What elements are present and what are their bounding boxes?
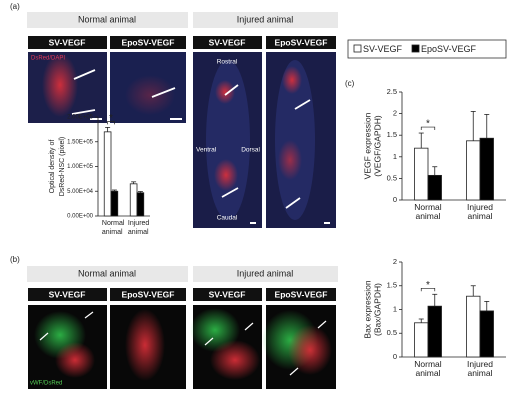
orientation: Rostral <box>217 59 238 66</box>
header-text: Normal animal <box>78 268 136 278</box>
annotation: * <box>109 113 113 124</box>
y-tick-label: 0.5 <box>387 328 397 337</box>
y-tick-label: 0.00E+00 <box>67 214 94 220</box>
bar <box>427 305 442 358</box>
y-tick-label: 0 <box>393 352 397 361</box>
label-bg <box>28 288 107 301</box>
y-axis-label: DsRed-NSC (pixel) <box>59 137 66 197</box>
x-tick-label: Injured animal <box>466 360 493 378</box>
x-tick-label-box: Normal animal <box>101 220 124 236</box>
header <box>27 12 188 28</box>
y-tick-label: 1.00E+05 <box>67 164 94 170</box>
bar <box>129 183 138 217</box>
bar <box>479 137 494 201</box>
y-tick-label: 2.5 <box>387 87 397 96</box>
image-label: EpoSV-VEGF <box>122 37 175 47</box>
y-tick-label: 0 <box>393 195 397 204</box>
label-bg <box>193 288 262 301</box>
x-tick-label: Normal animal <box>101 220 124 236</box>
header <box>193 266 338 282</box>
orientation: Dorsal <box>241 147 260 154</box>
y-tick-label: 1.5 <box>387 281 397 290</box>
x-tick-label-box: Injured animal <box>127 220 150 236</box>
x-tick-label-box: Injured animal <box>466 203 493 221</box>
image-label: EpoSV-VEGF <box>275 289 328 299</box>
header-text: Injured animal <box>237 14 294 24</box>
header-text: Injured animal <box>237 268 294 278</box>
y-axis-label: VEGF expression <box>362 112 372 179</box>
legend-label: EpoSV-VEGF <box>421 44 477 54</box>
image-label: SV-VEGF <box>209 289 246 299</box>
y-axis-label: (VEGF/GAPDH) <box>372 115 382 177</box>
significance-bracket <box>420 287 436 292</box>
legend: SV-VEGF EpoSV-VEGF <box>347 39 507 59</box>
image-label: SV-VEGF <box>209 37 246 47</box>
annotation: * <box>426 119 430 130</box>
x-tick-label: Normal animal <box>414 203 442 221</box>
bar <box>427 174 442 201</box>
legend-label: SV-VEGF <box>363 44 403 54</box>
annotation: * <box>426 280 430 291</box>
image-label: SV-VEGF <box>49 289 86 299</box>
label-bg <box>193 36 262 49</box>
orientation: Caudal <box>217 215 238 222</box>
bar <box>414 147 429 201</box>
panel-label: (b) <box>10 255 20 264</box>
bar <box>414 322 429 358</box>
bar <box>466 140 481 201</box>
image-label: SV-VEGF <box>49 37 86 47</box>
y-tick-label: 1.5 <box>387 130 397 139</box>
bar <box>466 295 481 358</box>
x-tick-label-box: Injured animal <box>466 360 493 378</box>
y-tick-label: 0.5 <box>387 173 397 182</box>
y-axis-label: Bax expression <box>362 280 372 338</box>
label-bg <box>266 36 336 49</box>
y-tick-label: 1 <box>393 304 397 313</box>
panel-label: (a) <box>10 2 20 11</box>
label-bg <box>28 36 107 49</box>
orientation: Ventral <box>196 147 217 154</box>
y-tick-label: 5.00E+04 <box>67 189 94 195</box>
label-bg <box>110 36 186 49</box>
header <box>193 12 338 28</box>
y-tick-label: 1 <box>393 152 397 161</box>
x-tick-label-box: Normal animal <box>414 360 442 378</box>
bar <box>136 192 145 217</box>
legend-swatch <box>353 44 362 53</box>
y-axis-label: Optical density of <box>49 140 56 194</box>
header-text: Normal animal <box>78 14 136 24</box>
header <box>27 266 188 282</box>
legend-frame <box>347 39 507 59</box>
y-tick-label: 2 <box>393 109 397 118</box>
x-tick-label: Injured animal <box>466 203 493 221</box>
stain-label: vWF/DsRed <box>30 381 62 387</box>
x-tick-label: Injured animal <box>127 220 150 236</box>
bar <box>110 190 119 217</box>
image-label: EpoSV-VEGF <box>275 37 328 47</box>
panel-label: (c) <box>345 79 355 88</box>
bar <box>479 310 494 358</box>
bar <box>103 131 112 217</box>
label-bg <box>266 288 336 301</box>
image-label: EpoSV-VEGF <box>122 289 175 299</box>
stain-label: DsRed/DAPI <box>31 56 65 62</box>
legend-swatch <box>411 44 420 53</box>
y-tick-label: 2 <box>393 257 397 266</box>
micrographs-a <box>28 52 336 228</box>
micrographs-b <box>28 305 336 389</box>
y-axis-label: (Bax/GAPDH) <box>372 283 382 336</box>
x-tick-label-box: Normal animal <box>414 203 442 221</box>
y-tick-label: 1.50E+05 <box>67 139 94 145</box>
significance-bracket <box>420 126 436 131</box>
x-tick-label: Normal animal <box>414 360 442 378</box>
y-tick-label: 2.00E+05 <box>67 115 94 121</box>
label-bg <box>110 288 186 301</box>
significance-bracket <box>107 121 115 125</box>
